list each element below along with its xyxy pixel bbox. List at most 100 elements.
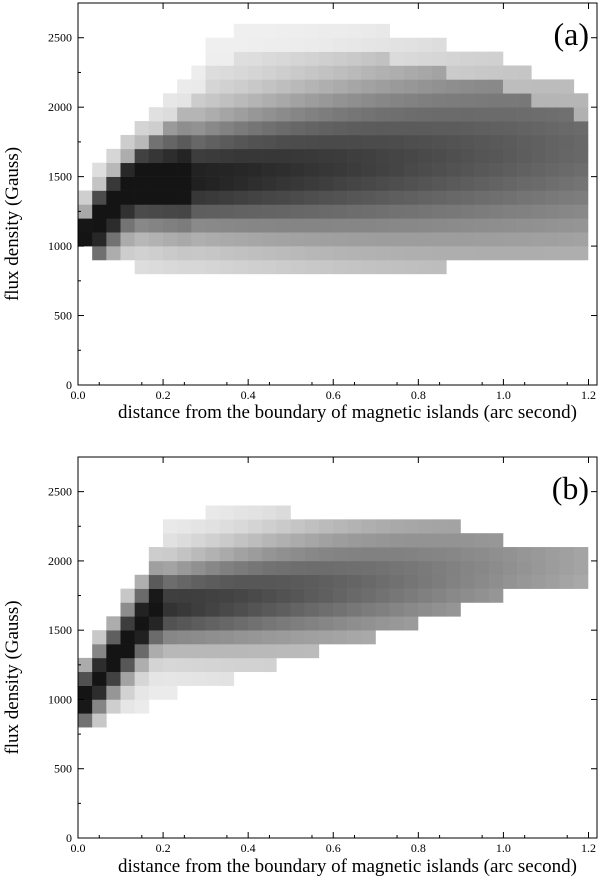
y-tick-label: 0 <box>66 378 72 392</box>
heatmap-cell <box>177 232 192 247</box>
heatmap-cell <box>332 259 348 275</box>
x-tick-label: 0.4 <box>241 841 256 855</box>
heatmap-cell <box>177 259 192 275</box>
heatmap-cell <box>219 148 235 164</box>
heatmap-cell <box>432 560 447 576</box>
heatmap-cell <box>460 162 475 177</box>
heatmap-cell <box>432 232 447 247</box>
heatmap-cell <box>134 148 150 164</box>
heatmap-cell <box>347 533 362 548</box>
heatmap-cell <box>347 519 362 534</box>
heatmap-cell <box>460 121 475 136</box>
heatmap-cell <box>474 121 490 136</box>
heatmap-cell <box>205 246 220 261</box>
heatmap-cell <box>545 246 560 261</box>
heatmap-cell <box>247 176 263 191</box>
heatmap-cell <box>361 616 376 631</box>
heatmap-cell <box>247 190 263 205</box>
heatmap-cell <box>276 630 291 645</box>
heatmap-cell <box>361 93 376 108</box>
heatmap-cell <box>92 699 107 714</box>
heatmap-cell <box>191 630 206 645</box>
heatmap-cell <box>417 602 433 617</box>
heatmap-cell <box>262 574 277 589</box>
heatmap-cell <box>403 259 419 275</box>
heatmap-cell <box>219 533 235 548</box>
heatmap-cell <box>389 246 405 261</box>
heatmap-cell <box>460 574 475 589</box>
heatmap-cell <box>191 232 206 247</box>
heatmap-cell <box>389 232 405 247</box>
heatmap-cell <box>262 176 277 191</box>
heatmap-cell <box>432 107 447 122</box>
heatmap-cell <box>488 232 504 247</box>
panel-b: 0.0 0.2 0.4 0.6 0.8 1.0 1.2 0 500 1000 1500 2000 250… <box>2 456 598 877</box>
heatmap-cell <box>318 107 334 122</box>
heatmap-cell <box>78 685 93 700</box>
heatmap-cell <box>502 574 518 589</box>
heatmap-cell <box>375 232 390 247</box>
heatmap-cell <box>361 259 376 275</box>
heatmap-cell <box>78 190 93 205</box>
heatmap-cell <box>446 533 461 548</box>
heatmap-cell <box>134 121 150 136</box>
heatmap-cell <box>120 630 135 645</box>
heatmap-cell <box>559 547 575 562</box>
x-axis-label: distance from the boundary of magnetic i… <box>118 856 577 877</box>
heatmap-cell <box>559 190 575 205</box>
heatmap-cell <box>432 148 447 164</box>
heatmap-cell <box>332 93 348 108</box>
heatmap-cell <box>262 505 277 520</box>
heatmap-cell <box>304 190 320 205</box>
heatmap-cell <box>233 37 249 52</box>
heatmap-cell <box>347 616 362 631</box>
heatmap-cell <box>219 107 235 122</box>
heatmap-cell <box>163 121 178 136</box>
heatmap-cell <box>247 148 263 164</box>
heatmap-cell <box>545 190 560 205</box>
heatmap-cell <box>205 65 220 80</box>
heatmap-cell <box>361 246 376 261</box>
heatmap-cell <box>304 547 320 562</box>
heatmap-cell <box>191 176 206 191</box>
heatmap-cell <box>559 232 575 247</box>
heatmap-cell <box>559 107 575 122</box>
heatmap-cell <box>375 134 390 150</box>
heatmap-cell <box>531 93 546 108</box>
heatmap-cell <box>78 232 93 247</box>
heatmap-cell <box>304 204 320 219</box>
heatmap-cell <box>432 65 447 80</box>
heatmap-cell <box>460 79 475 94</box>
heatmap-cell <box>332 134 348 150</box>
heatmap-cell <box>389 519 405 534</box>
heatmap-cell <box>92 162 107 177</box>
heatmap-cell <box>219 644 235 659</box>
heatmap-cell <box>191 218 206 233</box>
heatmap-cell <box>120 232 135 247</box>
heatmap-cell <box>120 204 135 219</box>
heatmap-cell <box>403 51 419 66</box>
heatmap-cell <box>276 121 291 136</box>
heatmap-cell <box>120 699 135 714</box>
heatmap-cell <box>446 79 461 94</box>
heatmap-cell <box>432 162 447 177</box>
heatmap-cell <box>417 588 433 603</box>
heatmap-cell <box>318 588 334 603</box>
y-tick-label: 1000 <box>48 239 72 253</box>
heatmap-cell <box>403 162 419 177</box>
heatmap-cell <box>318 259 334 275</box>
heatmap-cell <box>262 37 277 52</box>
heatmap-cell <box>573 232 589 247</box>
heatmap-cell <box>517 148 532 164</box>
heatmap-cell <box>432 79 447 94</box>
heatmap-cell <box>304 134 320 150</box>
heatmap-cell <box>389 65 405 80</box>
heatmap-cell <box>177 588 192 603</box>
heatmap-cell <box>262 533 277 548</box>
heatmap-cell <box>290 51 305 66</box>
heatmap-cell <box>205 232 220 247</box>
heatmap-cell <box>276 148 291 164</box>
heatmap-cell <box>276 574 291 589</box>
heatmap-cell <box>474 93 490 108</box>
